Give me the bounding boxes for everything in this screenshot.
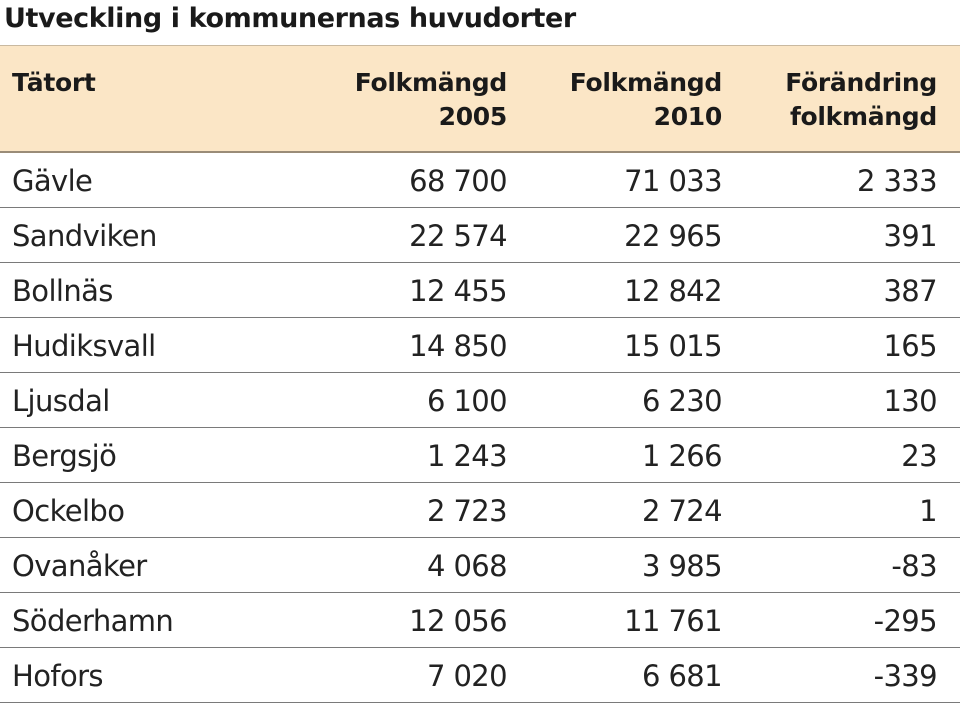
cell-folkmangd-2005: 68 700	[409, 164, 507, 198]
cell-tatort: Bollnäs	[12, 274, 113, 308]
cell-forandring: 387	[883, 274, 937, 308]
table-row: Ovanåker 4 068 3 985 -83	[0, 538, 960, 593]
cell-folkmangd-2005: 6 100	[426, 384, 508, 418]
table-row: Hudiksvall 14 850 15 015 165	[0, 318, 960, 373]
cell-folkmangd-2005: 4 068	[426, 549, 508, 583]
table-row: Bollnäs 12 455 12 842 387	[0, 263, 960, 318]
table-header-row: Tätort Folkmängd 2005 Folkmängd 2010 För…	[0, 45, 960, 153]
cell-tatort: Ljusdal	[12, 384, 110, 418]
cell-folkmangd-2010: 12 842	[624, 274, 722, 308]
cell-folkmangd-2010: 6 681	[641, 659, 723, 693]
cell-folkmangd-2010: 71 033	[624, 164, 722, 198]
cell-folkmangd-2005: 1 243	[426, 439, 508, 473]
cell-folkmangd-2010: 1 266	[641, 439, 723, 473]
cell-tatort: Gävle	[12, 164, 93, 198]
cell-tatort: Hofors	[12, 659, 104, 693]
table-row: Ockelbo 2 723 2 724 1	[0, 483, 960, 538]
cell-folkmangd-2005: 7 020	[426, 659, 508, 693]
cell-forandring: -295	[873, 604, 938, 638]
cell-forandring: 391	[883, 219, 937, 253]
cell-tatort: Söderhamn	[12, 604, 174, 638]
cell-folkmangd-2010: 15 015	[624, 329, 722, 363]
cell-folkmangd-2010: 2 724	[641, 494, 723, 528]
cell-tatort: Hudiksvall	[12, 329, 156, 363]
cell-forandring: -339	[873, 659, 938, 693]
table-row: Hofors 7 020 6 681 -339	[0, 648, 960, 703]
column-header-forandring: Förändring folkmängd	[785, 68, 937, 131]
cell-folkmangd-2005: 12 455	[409, 274, 507, 308]
population-table: Tätort Folkmängd 2005 Folkmängd 2010 För…	[0, 45, 960, 703]
table-row: Bergsjö 1 243 1 266 23	[0, 428, 960, 483]
cell-folkmangd-2005: 14 850	[409, 329, 507, 363]
cell-tatort: Sandviken	[12, 219, 157, 253]
cell-forandring: 1	[919, 494, 937, 528]
table-row: Sandviken 22 574 22 965 391	[0, 208, 960, 263]
cell-forandring: 130	[883, 384, 937, 418]
cell-folkmangd-2010: 3 985	[641, 549, 723, 583]
cell-folkmangd-2005: 12 056	[409, 604, 507, 638]
table-row: Ljusdal 6 100 6 230 130	[0, 373, 960, 428]
table-row: Söderhamn 12 056 11 761 -295	[0, 593, 960, 648]
column-header-folkmangd-2005: Folkmängd 2005	[354, 68, 508, 131]
cell-forandring: -83	[891, 549, 937, 583]
table-row: Gävle 68 700 71 033 2 333	[0, 153, 960, 208]
cell-tatort: Bergsjö	[12, 439, 117, 473]
cell-tatort: Ovanåker	[12, 549, 147, 583]
cell-folkmangd-2010: 11 761	[624, 604, 722, 638]
column-header-folkmangd-2010: Folkmängd 2010	[569, 68, 723, 131]
cell-folkmangd-2010: 6 230	[641, 384, 723, 418]
cell-forandring: 2 333	[856, 164, 938, 198]
column-header-tatort: Tätort	[12, 68, 96, 97]
cell-tatort: Ockelbo	[12, 494, 125, 528]
cell-forandring: 165	[883, 329, 937, 363]
cell-folkmangd-2005: 22 574	[409, 219, 507, 253]
cell-folkmangd-2005: 2 723	[426, 494, 508, 528]
cell-folkmangd-2010: 22 965	[624, 219, 722, 253]
page-title: Utveckling i kommunernas huvudorter	[4, 3, 576, 34]
table-body: Gävle 68 700 71 033 2 333 Sandviken 22 574 22 …	[0, 153, 960, 703]
cell-forandring: 23	[901, 439, 937, 473]
